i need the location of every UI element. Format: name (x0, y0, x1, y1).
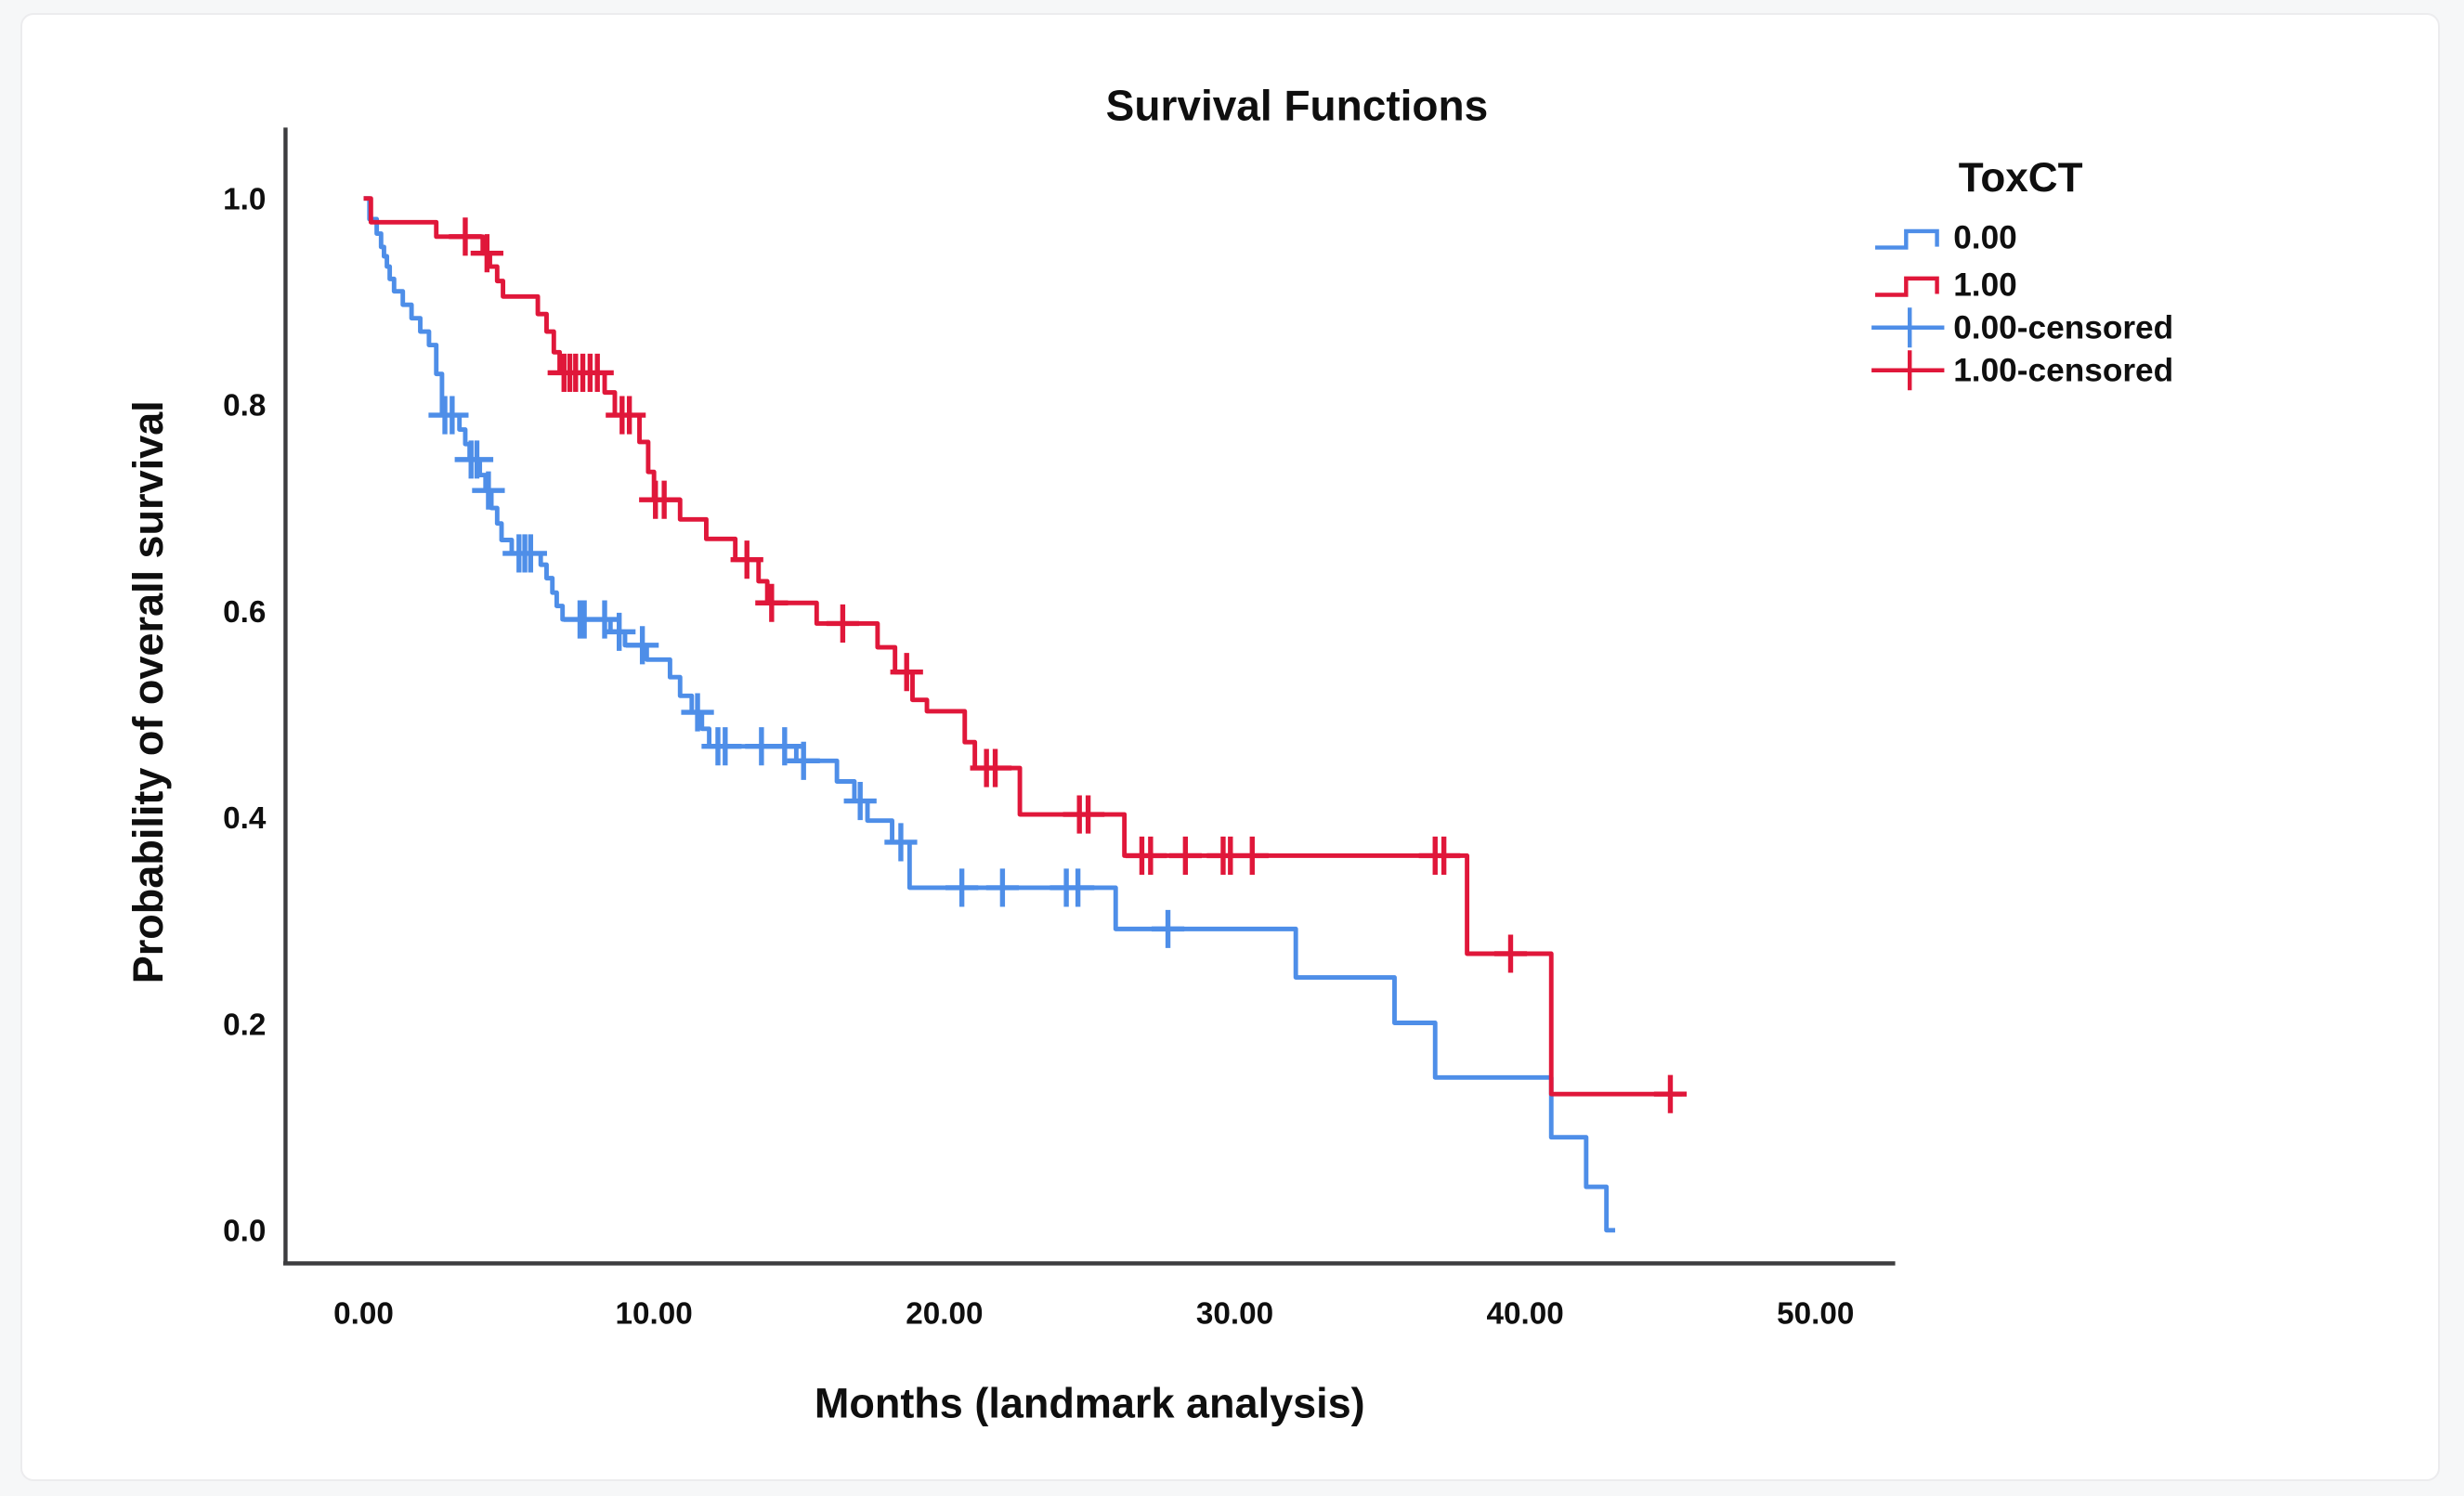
legend-title: ToxCT (1959, 155, 2083, 201)
y-tick-label: 0.0 (223, 1215, 266, 1249)
x-tick-label: 30.00 (1196, 1297, 1273, 1332)
legend: ToxCT 0.00 1.00 0.00-censored 1.00-censored (1871, 155, 2173, 391)
x-tick-label: 20.00 (906, 1297, 983, 1332)
legend-item-0.00: 0.00 (1875, 220, 2017, 256)
legend-item-label: 1.00-censored (1953, 352, 2173, 388)
y-tick-labels: 0.0 0.2 0.4 0.6 0.8 1.0 (223, 182, 267, 1248)
y-tick-label: 0.4 (223, 801, 267, 836)
y-axis-title: Probability of overall survival (124, 400, 172, 983)
x-axis-title: Months (landmark analysis) (815, 1379, 1365, 1426)
x-tick-label: 10.00 (616, 1297, 693, 1332)
y-tick-label: 0.8 (223, 389, 266, 423)
y-tick-label: 1.0 (223, 182, 266, 216)
legend-step-line-glyph (1875, 276, 1939, 297)
survival-curve-1.00 (363, 196, 1683, 1097)
legend-item-label: 0.00 (1953, 220, 2017, 256)
y-tick-label: 0.6 (223, 595, 266, 630)
x-tick-label: 40.00 (1487, 1297, 1564, 1332)
legend-entries: 0.00 1.00 0.00-censored 1.00-censored (1871, 220, 2173, 391)
x-tick-label: 50.00 (1777, 1297, 1854, 1332)
legend-item-1.00: 1.00 (1875, 267, 2017, 303)
censor-marks-1.00 (449, 217, 1688, 1113)
survival-curve-0.00 (363, 196, 1616, 1233)
chart-title: Survival Functions (1106, 82, 1489, 130)
survival-plot: Survival Functions 0.0 0.2 0.4 0.6 0.8 1.0 0.… (124, 82, 2173, 1427)
chart-card: Survival Functions 0.0 0.2 0.4 0.6 0.8 1.0 0.… (20, 13, 2440, 1481)
censor-marks-0.00 (428, 396, 1185, 948)
legend-item-label: 0.00-censored (1953, 309, 2173, 345)
legend-item-label: 1.00 (1953, 267, 2017, 303)
legend-item-1.00-censored: 1.00-censored (1871, 350, 2173, 391)
legend-item-0.00-censored: 0.00-censored (1871, 307, 2173, 348)
survival-curves (363, 196, 1688, 1233)
y-tick-label: 0.2 (223, 1008, 266, 1042)
x-tick-labels: 0.00 10.00 20.00 30.00 40.00 50.00 (333, 1297, 1854, 1332)
legend-censor-plus-glyph (1871, 307, 1945, 348)
x-tick-label: 0.00 (333, 1297, 394, 1332)
legend-step-line-glyph (1875, 228, 1939, 250)
legend-censor-plus-glyph (1871, 350, 1945, 391)
